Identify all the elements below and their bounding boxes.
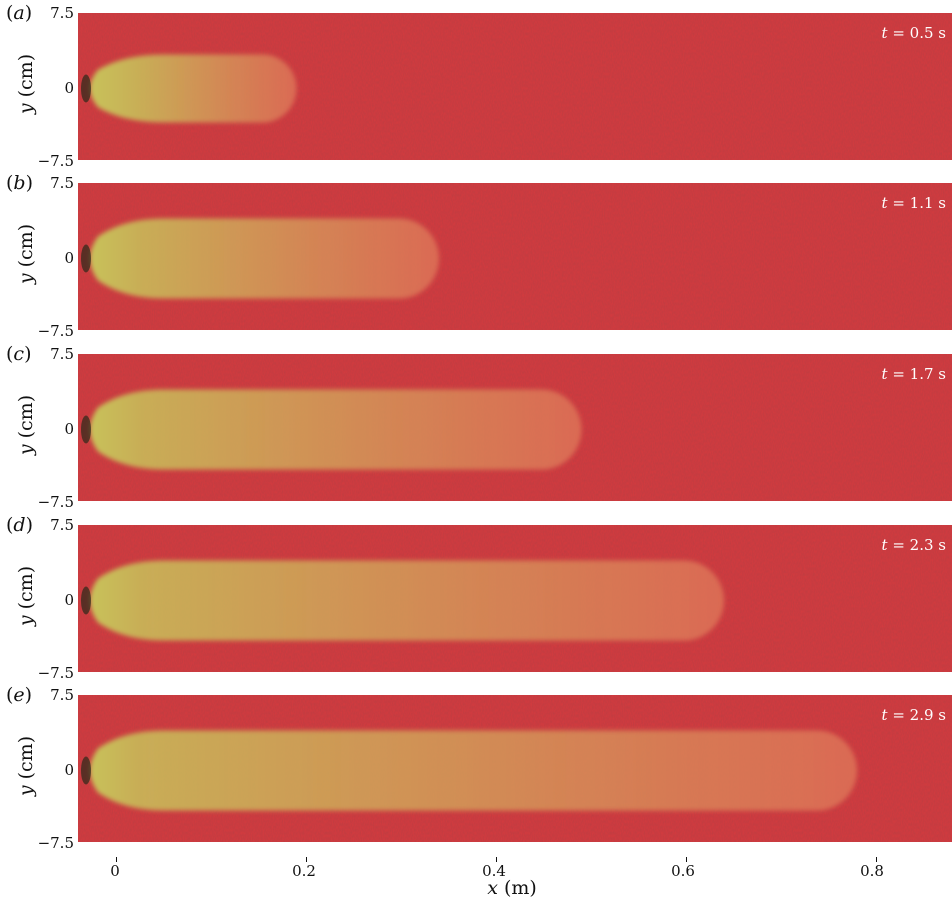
y-tick: 7.5 — [50, 516, 74, 534]
source-inlet — [81, 586, 91, 615]
time-label: t = 2.9 s — [881, 706, 946, 724]
gravity-current — [90, 218, 440, 299]
y-tick: −7.5 — [37, 834, 74, 852]
gravity-current-image — [78, 695, 952, 842]
y-axis-label: y (cm) — [15, 735, 37, 797]
photo-panel: t = 1.7 s — [78, 354, 952, 501]
source-inlet — [81, 244, 91, 273]
photo-panel: t = 1.1 s — [78, 183, 952, 330]
y-tick: −7.5 — [37, 493, 74, 511]
time-label: t = 2.3 s — [881, 536, 946, 554]
panel-d: (d) 7.5 0 −7.5 y (cm) t = 2.3 s — [0, 513, 952, 683]
source-inlet — [81, 415, 91, 444]
y-axis-label: y (cm) — [15, 53, 37, 115]
y-tick: 0 — [64, 761, 74, 779]
panel-c: (c) 7.5 0 −7.5 y (cm) t = 1.7 s — [0, 342, 952, 512]
panel-label: (e) — [6, 684, 33, 706]
panel-letter: c — [13, 343, 25, 365]
time-label: t = 1.7 s — [881, 365, 946, 383]
panel-label: (c) — [6, 343, 32, 365]
x-tick-mark — [686, 857, 687, 862]
x-tick-mark — [876, 857, 877, 862]
y-tick: 0 — [64, 591, 74, 609]
time-label: t = 0.5 s — [881, 24, 946, 42]
gravity-current-image — [78, 183, 952, 330]
y-axis-label: y (cm) — [15, 565, 37, 627]
panel-label: (b) — [6, 172, 34, 194]
y-tick: 0 — [64, 249, 74, 267]
time-label: t = 1.1 s — [881, 194, 946, 212]
panel-letter: d — [13, 514, 26, 536]
panel-b: (b) 7.5 0 −7.5 y (cm) t = 1.1 s — [0, 171, 952, 341]
gravity-current — [90, 54, 297, 123]
gravity-current — [90, 389, 582, 470]
x-tick: 0.8 — [860, 862, 884, 880]
y-axis-label: y (cm) — [15, 394, 37, 456]
x-axis-label: x (m) — [487, 877, 537, 899]
y-tick: 7.5 — [50, 4, 74, 22]
gravity-current-image — [78, 13, 952, 160]
panel-letter: e — [13, 684, 25, 706]
y-tick: 7.5 — [50, 345, 74, 363]
panel-label: (d) — [6, 514, 34, 536]
gravity-current — [90, 730, 857, 811]
photo-panel: t = 2.3 s — [78, 525, 952, 672]
panel-label: (a) — [6, 2, 33, 24]
x-tick-mark — [496, 857, 497, 862]
y-tick: 0 — [64, 79, 74, 97]
panel-letter: b — [13, 172, 26, 194]
x-tick: 0.4 — [482, 862, 506, 880]
y-axis-label: y (cm) — [15, 223, 37, 285]
y-tick: −7.5 — [37, 664, 74, 682]
panel-a: (a) 7.5 0 −7.5 y (cm) t = 0.5 s — [0, 1, 952, 171]
photo-panel: t = 2.9 s — [78, 695, 952, 842]
gravity-current — [90, 560, 725, 641]
y-tick: 7.5 — [50, 686, 74, 704]
y-tick: 7.5 — [50, 174, 74, 192]
panel-letter: a — [13, 2, 25, 24]
y-tick: −7.5 — [37, 322, 74, 340]
source-inlet — [81, 756, 91, 785]
panel-e: (e) 7.5 0 −7.5 y (cm) t = 2.9 s — [0, 683, 952, 853]
photo-panel: t = 0.5 s — [78, 13, 952, 160]
y-tick: −7.5 — [37, 152, 74, 170]
gravity-current-image — [78, 354, 952, 501]
x-tick: 0 — [110, 862, 120, 880]
x-tick: 0.2 — [292, 862, 316, 880]
x-tick-mark — [116, 857, 117, 862]
x-tick: 0.6 — [671, 862, 695, 880]
x-tick-mark — [306, 857, 307, 862]
source-inlet — [81, 74, 91, 103]
y-tick: 0 — [64, 420, 74, 438]
gravity-current-image — [78, 525, 952, 672]
